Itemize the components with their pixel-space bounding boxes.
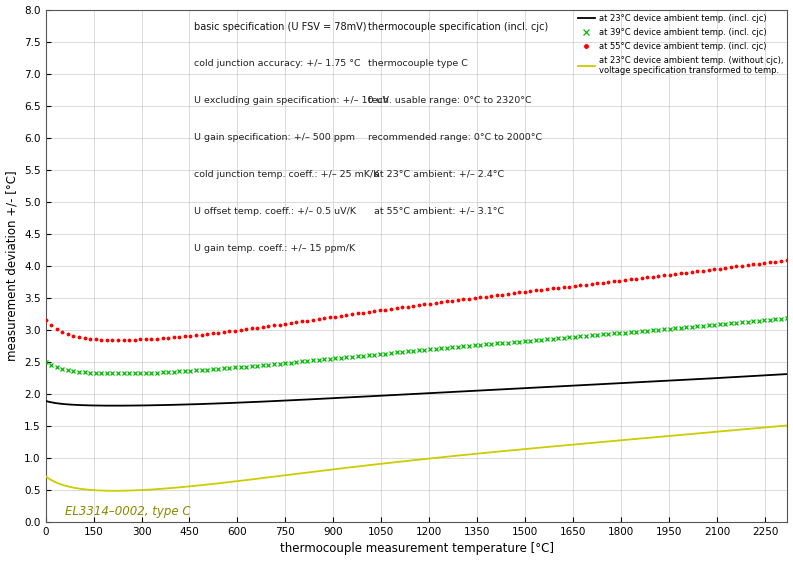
Text: basic specification (U FSV = 78mV): basic specification (U FSV = 78mV) bbox=[194, 22, 366, 33]
Text: at 23°C ambient: +/– 2.4°C: at 23°C ambient: +/– 2.4°C bbox=[368, 170, 504, 179]
Text: at 55°C ambient: +/– 3.1°C: at 55°C ambient: +/– 3.1°C bbox=[368, 207, 504, 216]
Text: cold junction accuracy: +/– 1.75 °C: cold junction accuracy: +/– 1.75 °C bbox=[194, 59, 361, 68]
Text: U gain temp. coeff.: +/– 15 ppm/K: U gain temp. coeff.: +/– 15 ppm/K bbox=[194, 244, 355, 253]
Text: U gain specification: +/– 500 ppm: U gain specification: +/– 500 ppm bbox=[194, 133, 355, 142]
Text: tech. usable range: 0°C to 2320°C: tech. usable range: 0°C to 2320°C bbox=[368, 96, 532, 105]
Text: cold junction temp. coeff.: +/– 25 mK/K: cold junction temp. coeff.: +/– 25 mK/K bbox=[194, 170, 379, 179]
Text: U offset temp. coeff.: +/– 0.5 uV/K: U offset temp. coeff.: +/– 0.5 uV/K bbox=[194, 207, 356, 216]
Text: EL3314–0002, type C: EL3314–0002, type C bbox=[65, 504, 190, 518]
Legend: at 23°C device ambient temp. (incl. cjc), at 39°C device ambient temp. (incl. cj: at 23°C device ambient temp. (incl. cjc)… bbox=[578, 13, 783, 75]
Y-axis label: measurement deviation +/- [°C]: measurement deviation +/- [°C] bbox=[6, 171, 18, 361]
Text: thermocouple type C: thermocouple type C bbox=[368, 59, 468, 68]
X-axis label: thermocouple measurement temperature [°C]: thermocouple measurement temperature [°C… bbox=[279, 542, 554, 555]
Text: recommended range: 0°C to 2000°C: recommended range: 0°C to 2000°C bbox=[368, 133, 542, 142]
Text: thermocouple specification (incl. cjc): thermocouple specification (incl. cjc) bbox=[368, 22, 549, 33]
Text: U excluding gain specification: +/– 10 uV: U excluding gain specification: +/– 10 u… bbox=[194, 96, 389, 105]
